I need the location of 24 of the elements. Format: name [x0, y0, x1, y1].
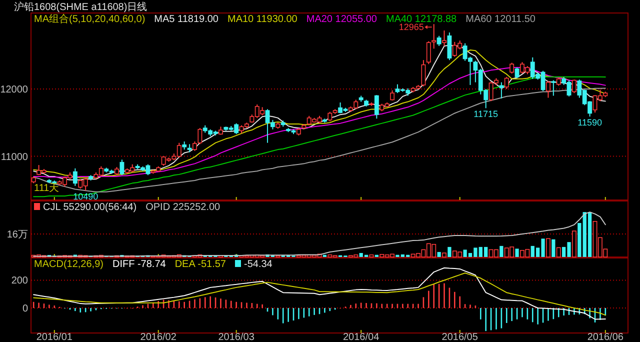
legend: MA组合(5,10,20,40,60,0) MA5 11819.00 MA10 11930.00 MA20 12055.00 MA40 12178.88 MA60 12011.50	[34, 14, 536, 25]
series-label: DEA -51.57	[174, 259, 226, 270]
legend-label: CJL 55290.00(56:44)	[43, 202, 137, 213]
y-tick-label: 0	[22, 304, 28, 314]
y-tick-label: 200	[11, 276, 28, 287]
legend-title: MACD(12,26,9)	[34, 259, 104, 270]
annotation: 111天	[34, 183, 60, 194]
x-tick-label: 2016/04	[343, 332, 380, 342]
annotation: 10490	[73, 192, 98, 202]
text: DIFF -78.74	[112, 259, 166, 270]
x-tick-label: 2016/05	[442, 332, 478, 342]
chart-title: 沪铅1608(SHME a11608)日线	[14, 1, 148, 13]
y-tick-label: 11000	[0, 152, 28, 163]
x-tick-label: 2016/06	[587, 332, 624, 342]
y-tick-label: 12000	[0, 84, 28, 96]
x-tick-label: 2016/01	[36, 332, 73, 342]
legend-label: -54.34	[244, 259, 273, 270]
legend: CJL 55290.00(56:44) OPID 225252.00	[34, 202, 220, 213]
y-tick-label: 16万	[6, 230, 28, 241]
annotation: 12965	[398, 22, 424, 32]
x-tick-label: 2016/03	[218, 332, 255, 342]
x-tick-label: 2016/02	[140, 332, 177, 342]
annotation: 11715	[474, 109, 498, 120]
annotation: 11590	[578, 118, 602, 128]
